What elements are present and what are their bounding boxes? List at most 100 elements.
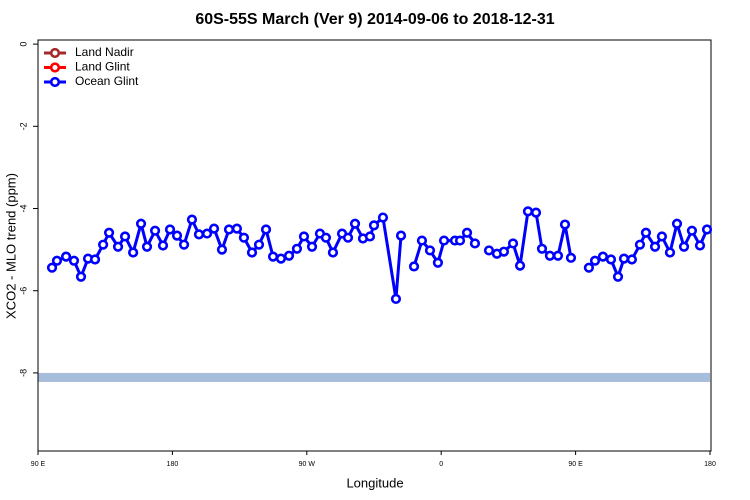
point bbox=[141, 241, 153, 252]
point bbox=[634, 239, 646, 250]
point bbox=[678, 241, 690, 252]
point bbox=[135, 218, 147, 229]
point bbox=[201, 228, 213, 239]
point bbox=[368, 220, 380, 231]
point bbox=[298, 231, 310, 242]
point bbox=[51, 255, 63, 266]
point bbox=[544, 250, 556, 261]
point bbox=[216, 244, 228, 255]
point bbox=[656, 231, 668, 242]
point bbox=[618, 253, 630, 264]
point bbox=[68, 255, 80, 266]
point bbox=[128, 247, 139, 258]
point bbox=[498, 246, 510, 257]
y-tick-label: -4 bbox=[18, 205, 28, 213]
point bbox=[438, 235, 450, 246]
point bbox=[605, 254, 617, 265]
point bbox=[75, 271, 87, 282]
point bbox=[60, 251, 72, 262]
chart-title: 60S-55S March (Ver 9) 2014-09-06 to 2018… bbox=[195, 11, 554, 28]
point bbox=[349, 218, 361, 229]
point bbox=[119, 231, 131, 242]
plot-frame bbox=[37, 39, 712, 452]
x-axis-label: Longitude bbox=[346, 475, 403, 490]
point bbox=[536, 243, 548, 254]
x-tick-label: 180 bbox=[704, 461, 716, 468]
legend-label: Land Glint bbox=[75, 60, 130, 74]
point bbox=[589, 255, 601, 266]
point bbox=[253, 239, 265, 250]
point bbox=[231, 223, 243, 234]
point bbox=[178, 239, 190, 250]
point bbox=[514, 260, 526, 271]
y-tick-label: -8 bbox=[18, 369, 28, 377]
point bbox=[306, 241, 318, 252]
point bbox=[342, 232, 354, 243]
point bbox=[408, 261, 420, 272]
y-tick-label: -2 bbox=[18, 122, 28, 130]
point bbox=[559, 219, 571, 230]
x-tick-label: 180 bbox=[167, 461, 179, 468]
point bbox=[626, 254, 637, 265]
point bbox=[193, 229, 205, 240]
point bbox=[103, 227, 115, 238]
y-axis-label: XCO2 - MLO trend (ppm) bbox=[3, 173, 18, 319]
point bbox=[612, 271, 624, 282]
y-tick-label: -6 bbox=[18, 287, 28, 295]
point bbox=[164, 224, 176, 235]
point bbox=[89, 254, 101, 265]
point bbox=[186, 214, 198, 225]
point bbox=[649, 241, 661, 252]
point bbox=[246, 247, 258, 258]
point bbox=[320, 232, 332, 243]
point bbox=[424, 245, 436, 256]
x-tick-label: 90 E bbox=[31, 461, 46, 468]
point bbox=[238, 232, 250, 243]
x-tick-label: 90 W bbox=[299, 461, 316, 468]
x-tick-label: 90 E bbox=[568, 461, 583, 468]
legend-marker bbox=[49, 62, 61, 73]
point bbox=[260, 224, 272, 235]
point bbox=[686, 225, 698, 236]
point bbox=[208, 223, 220, 234]
point bbox=[565, 252, 577, 263]
point bbox=[454, 235, 466, 246]
point bbox=[327, 247, 339, 258]
point bbox=[46, 262, 58, 273]
point bbox=[223, 224, 235, 235]
point bbox=[507, 238, 519, 249]
legend-label: Land Nadir bbox=[75, 45, 134, 59]
legend-label: Ocean Glint bbox=[75, 74, 139, 88]
point bbox=[483, 245, 495, 256]
point bbox=[267, 251, 279, 262]
point bbox=[583, 262, 594, 273]
point bbox=[416, 235, 428, 246]
point bbox=[395, 230, 407, 241]
point bbox=[157, 240, 169, 251]
point bbox=[112, 241, 124, 252]
point bbox=[149, 225, 161, 236]
point bbox=[377, 212, 389, 223]
point bbox=[432, 257, 444, 268]
legend-marker bbox=[49, 76, 61, 88]
point bbox=[275, 253, 287, 264]
point bbox=[522, 206, 534, 217]
point bbox=[171, 230, 183, 241]
point bbox=[694, 240, 706, 251]
point bbox=[98, 239, 109, 250]
point bbox=[640, 227, 652, 238]
point bbox=[364, 231, 376, 242]
point bbox=[671, 218, 683, 229]
point bbox=[390, 293, 402, 305]
point bbox=[552, 250, 564, 261]
x-tick-label: 0 bbox=[439, 461, 443, 468]
point bbox=[701, 224, 713, 235]
legend-marker bbox=[49, 47, 61, 59]
point bbox=[664, 247, 676, 258]
band bbox=[38, 372, 710, 382]
point bbox=[291, 243, 303, 254]
point bbox=[469, 238, 481, 249]
point bbox=[530, 207, 542, 218]
